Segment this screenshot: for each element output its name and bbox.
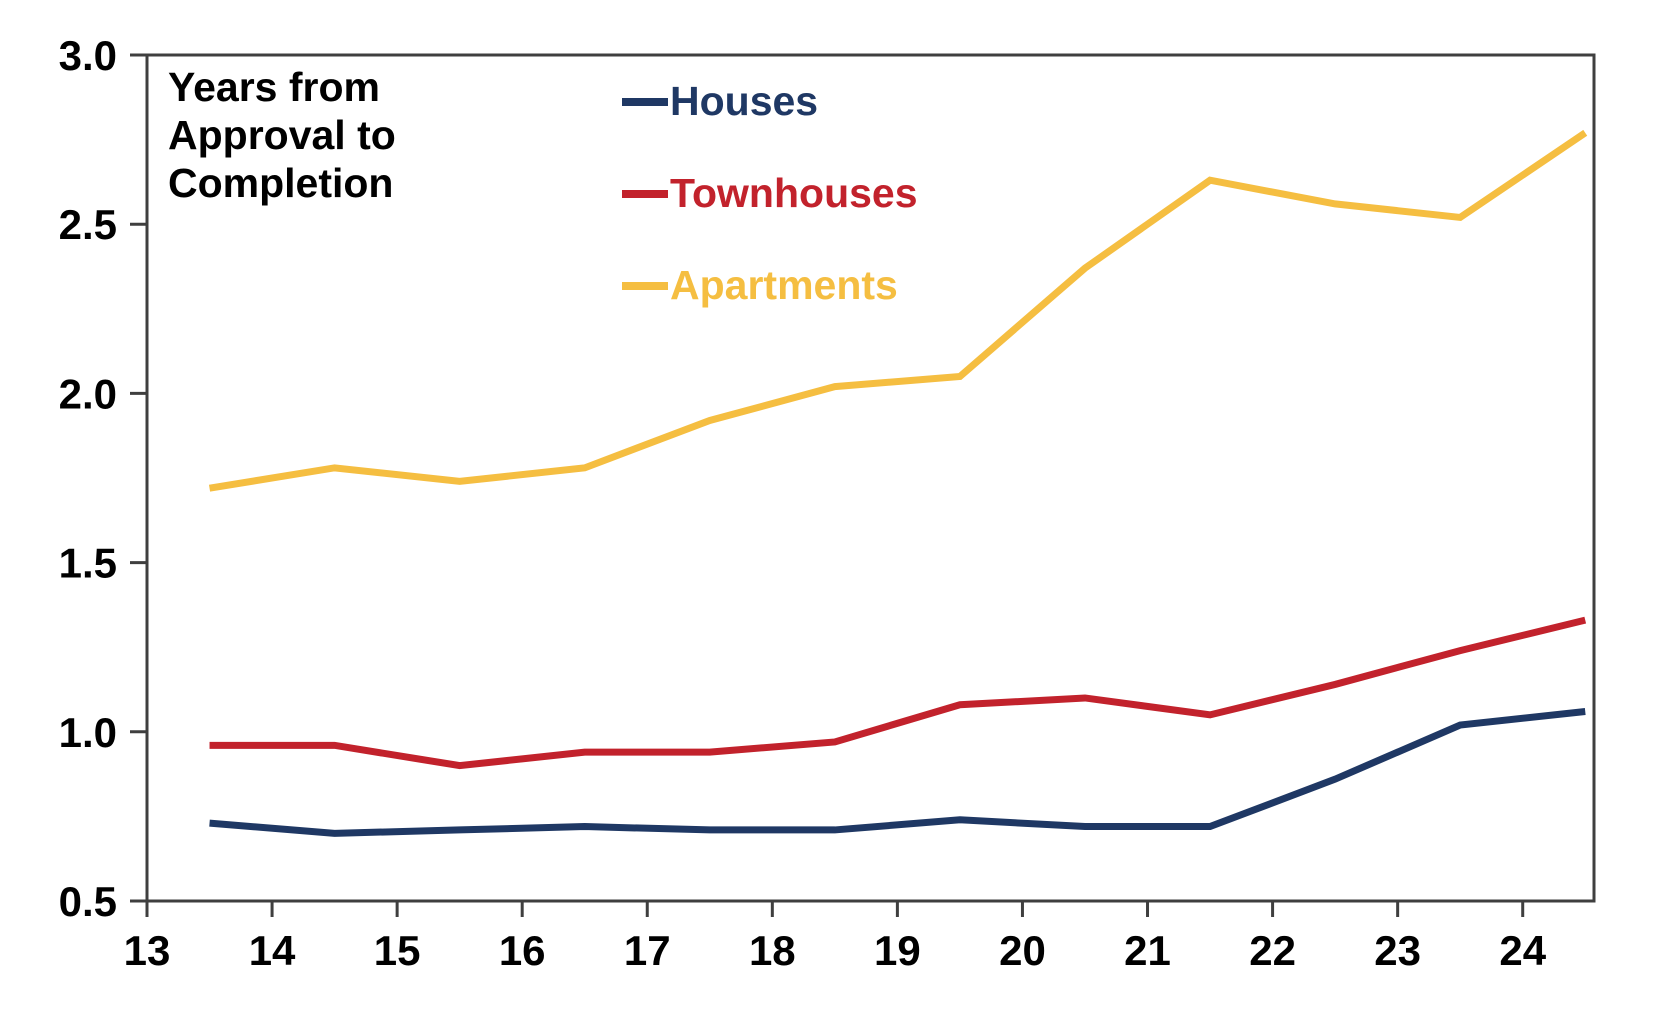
y-tick-label: 0.5 [59,878,117,925]
y-tick-label: 2.0 [59,370,117,417]
legend-item-houses: Houses [622,78,818,125]
chart-title-annotation: Years from Approval to Completion [168,64,396,206]
legend-dash-icon [622,97,668,106]
legend-label: Townhouses [670,170,918,216]
x-tick-label: 14 [249,927,296,974]
legend-label: Houses [670,78,819,124]
x-tick-label: 17 [624,927,671,974]
legend-item-townhouses: Townhouses [622,170,918,217]
legend-label: Apartments [670,262,898,308]
apartments-line [208,129,1588,492]
legend-item-apartments: Apartments [622,262,898,309]
x-tick-label: 13 [124,927,171,974]
y-tick-label: 1.5 [59,540,117,587]
x-tick-label: 19 [874,927,921,974]
x-tick-label: 15 [374,927,421,974]
plot-border [145,53,1596,903]
x-tick-label: 23 [1374,927,1421,974]
y-tick-label: 3.0 [59,32,117,79]
x-tick-label: 16 [499,927,546,974]
townhouses-line [209,616,1587,770]
y-tick-label: 1.0 [59,709,117,756]
x-tick-label: 21 [1124,927,1171,974]
x-tick-label: 18 [749,927,796,974]
x-tick-label: 24 [1499,927,1546,974]
x-tick-label: 20 [999,927,1046,974]
legend-dash-icon [622,189,668,198]
y-tick-label: 2.5 [59,201,117,248]
x-tick-label: 22 [1249,927,1296,974]
houses-line [209,708,1586,837]
legend-dash-icon [622,281,668,290]
